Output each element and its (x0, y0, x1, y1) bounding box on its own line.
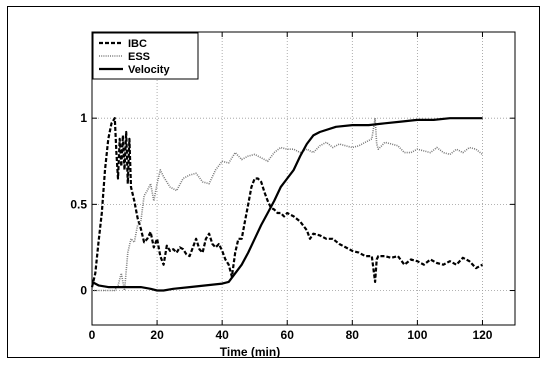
x-tick-label: 20 (150, 328, 164, 342)
y-tick-label: 1 (80, 111, 87, 125)
x-tick-label: 100 (407, 328, 427, 342)
series-line-velocity (91, 117, 483, 292)
y-tick-label: 0.5 (70, 197, 87, 211)
line-chart: 0 20 40 60 80 100 120 00.51 Time (min) IBCESSV… (70, 31, 516, 357)
legend-label: Velocity (128, 64, 170, 76)
x-tick-label: 80 (346, 328, 360, 342)
plot-axes (91, 31, 516, 326)
x-tick-label: 60 (281, 328, 295, 342)
x-tick-label: 120 (472, 328, 492, 342)
figure-frame: 0 20 40 60 80 100 120 0 0.5 1 Time (min) IBC ESS V… (7, 6, 540, 358)
y-axis-ticks: 00.51 (70, 111, 515, 298)
series-lines (90, 117, 484, 292)
x-tick-label: 0 (89, 328, 96, 342)
x-tick-label: 40 (215, 328, 229, 342)
series-line-ibc (90, 117, 484, 288)
legend-label: IBC (128, 38, 147, 50)
y-tick-label: 0 (80, 284, 87, 298)
x-axis-ticks: 0 20 40 60 80 100 120 (89, 32, 493, 342)
x-axis-label: Time (min) (220, 345, 280, 357)
plot-area-border (91, 31, 516, 326)
series-line-ess (92, 117, 483, 292)
legend-label: ESS (128, 51, 150, 63)
